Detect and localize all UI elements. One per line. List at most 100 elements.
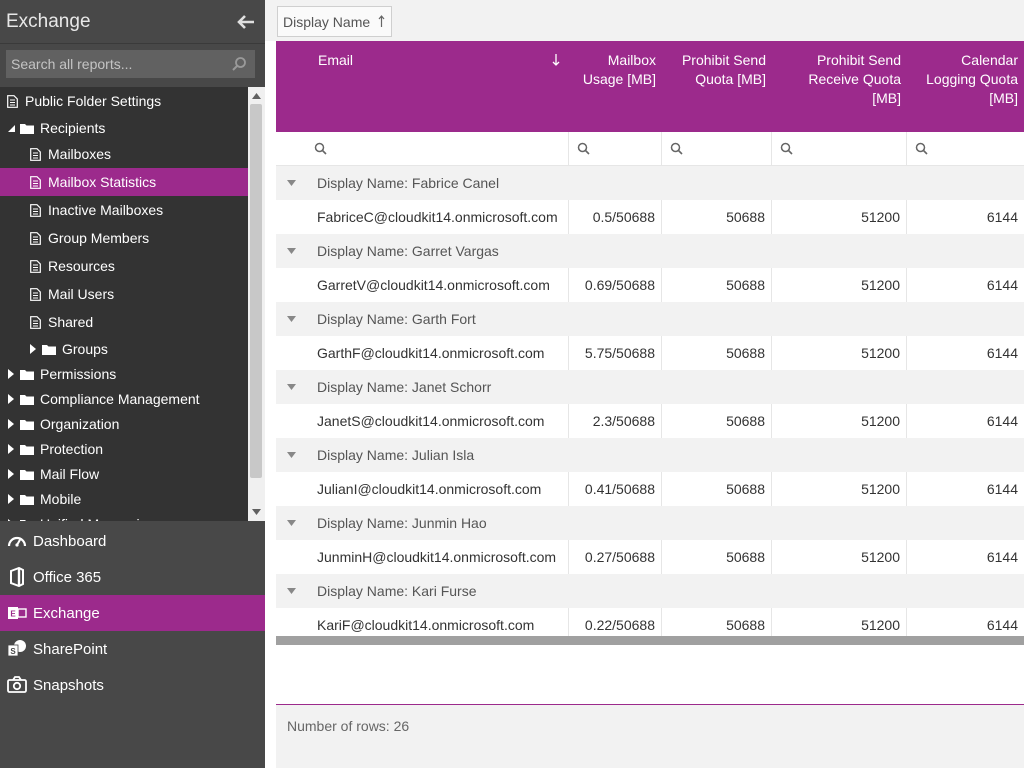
module-dashboard[interactable]: Dashboard xyxy=(0,523,265,559)
tree-item-mailbox-statistics[interactable]: Mailbox Statistics xyxy=(0,168,248,196)
cell-email: JulianI@cloudkit14.onmicrosoft.com xyxy=(276,472,569,506)
tree-item-shared[interactable]: Shared xyxy=(0,308,248,336)
cell-prohibit-send-quota: 50688 xyxy=(662,200,772,234)
scroll-down-icon[interactable] xyxy=(252,509,261,515)
group-row[interactable]: Display Name: Garret Vargas xyxy=(276,234,1024,268)
group-row[interactable]: Display Name: Kari Furse xyxy=(276,574,1024,608)
column-header-mailbox-usage[interactable]: Mailbox Usage [MB] xyxy=(571,51,656,89)
sort-descending-icon[interactable] xyxy=(552,53,560,67)
module-office-365[interactable]: Office 365 xyxy=(0,559,265,595)
group-row[interactable]: Display Name: Junmin Hao xyxy=(276,506,1024,540)
cell-email: KariF@cloudkit14.onmicrosoft.com xyxy=(276,608,569,636)
back-arrow-icon[interactable] xyxy=(235,11,257,33)
collapse-group-icon[interactable] xyxy=(287,316,296,322)
sharepoint-icon: S xyxy=(7,640,26,657)
tree-item-permissions[interactable]: Permissions xyxy=(0,360,248,388)
group-by-chip[interactable]: Display Name xyxy=(277,6,392,37)
group-row[interactable]: Display Name: Garth Fort xyxy=(276,302,1024,336)
collapse-group-icon[interactable] xyxy=(287,180,296,186)
grid-header: Email Mailbox Usage [MB] Prohibit Send Quo… xyxy=(276,41,1024,132)
filter-calendar-logging-quota[interactable] xyxy=(907,132,1024,166)
table-row[interactable]: GarretV@cloudkit14.onmicrosoft.com 0.69/5… xyxy=(276,268,1024,302)
horizontal-scrollbar[interactable] xyxy=(276,636,1024,645)
tree-scrollbar[interactable] xyxy=(248,87,265,521)
collapse-group-icon[interactable] xyxy=(287,248,296,254)
group-row[interactable]: Display Name: Julian Isla xyxy=(276,438,1024,472)
table-row[interactable]: JulianI@cloudkit14.onmicrosoft.com 0.41/5… xyxy=(276,472,1024,506)
collapsed-arrow-icon xyxy=(8,394,14,404)
collapse-group-icon[interactable] xyxy=(287,588,296,594)
tree-item-organization[interactable]: Organization xyxy=(0,410,248,438)
report-doc-icon xyxy=(7,94,18,108)
report-doc-icon xyxy=(30,287,41,301)
tree-item-inactive-mailboxes[interactable]: Inactive Mailboxes xyxy=(0,196,248,224)
tree-item-resources[interactable]: Resources xyxy=(0,252,248,280)
folder-icon xyxy=(20,369,34,380)
filter-search-icon xyxy=(314,142,327,155)
collapsed-arrow-icon xyxy=(8,519,11,521)
sort-ascending-icon[interactable] xyxy=(378,15,385,28)
column-header-line: Receive Quota xyxy=(808,71,901,87)
main-panel: Display Name Email Mailbox Usage [MB] Pro… xyxy=(265,0,1024,768)
camera-icon xyxy=(7,676,27,693)
tree-item-mail-users[interactable]: Mail Users xyxy=(0,280,248,308)
tree-item-label: Mail Flow xyxy=(40,466,100,482)
collapse-group-icon[interactable] xyxy=(287,520,296,526)
tree-item-compliance-management[interactable]: Compliance Management xyxy=(0,385,248,413)
filter-mailbox-usage[interactable] xyxy=(569,132,662,166)
group-label: Display Name: Garret Vargas xyxy=(317,243,499,259)
table-row[interactable]: FabriceC@cloudkit14.onmicrosoft.com 0.5/5… xyxy=(276,200,1024,234)
cell-mailbox-usage: 2.3/50688 xyxy=(569,404,662,438)
cell-calendar-logging-quota: 6144 xyxy=(986,549,1018,565)
column-header-email[interactable]: Email xyxy=(318,52,354,68)
module-snapshots[interactable]: Snapshots xyxy=(0,667,265,703)
column-header-prohibit-send-quota[interactable]: Prohibit Send Quota [MB] xyxy=(664,51,766,89)
tree-item-label: Group Members xyxy=(48,230,150,246)
tree-item-mail-flow[interactable]: Mail Flow xyxy=(0,460,248,488)
collapse-group-icon[interactable] xyxy=(287,384,296,390)
cell-email: FabriceC@cloudkit14.onmicrosoft.com xyxy=(276,200,569,234)
tree-item-recipients[interactable]: Recipients xyxy=(0,114,248,142)
grid-footer: Number of rows: 26 xyxy=(276,705,1024,768)
tree-item-group-members[interactable]: Group Members xyxy=(0,224,248,252)
group-row[interactable]: Display Name: Fabrice Canel xyxy=(276,166,1024,200)
table-row[interactable]: JunminH@cloudkit14.onmicrosoft.com 0.27/5… xyxy=(276,540,1024,574)
cell-mailbox-usage: 5.75/50688 xyxy=(569,336,662,370)
scroll-up-icon[interactable] xyxy=(252,93,261,99)
tree-item-label: Groups xyxy=(62,341,108,357)
tree-item-protection[interactable]: Protection xyxy=(0,435,248,463)
group-row[interactable]: Display Name: Janet Schorr xyxy=(276,370,1024,404)
group-panel: Display Name xyxy=(265,0,1024,41)
report-doc-icon xyxy=(30,147,41,161)
search-input[interactable] xyxy=(6,50,221,78)
table-row[interactable]: JanetS@cloudkit14.onmicrosoft.com 2.3/506… xyxy=(276,404,1024,438)
table-row[interactable]: KariF@cloudkit14.onmicrosoft.com 0.22/506… xyxy=(276,608,1024,636)
filter-prohibit-send-receive-quota[interactable] xyxy=(772,132,907,166)
cell-mailbox-usage: 0.27/50688 xyxy=(569,540,662,574)
tree-item-label: Unified Messaging xyxy=(40,516,155,521)
cell-email: GarthF@cloudkit14.onmicrosoft.com xyxy=(276,336,569,370)
filter-email[interactable] xyxy=(276,132,569,166)
collapse-group-icon[interactable] xyxy=(287,452,296,458)
cell-calendar-logging-quota: 6144 xyxy=(986,617,1018,633)
search-icon[interactable] xyxy=(231,56,247,72)
column-header-prohibit-send-receive-quota[interactable]: Prohibit Send Receive Quota [MB] xyxy=(774,51,901,108)
report-doc-icon xyxy=(30,203,41,217)
group-label: Display Name: Garth Fort xyxy=(317,311,476,327)
app-title: Exchange xyxy=(6,11,91,32)
filter-prohibit-send-quota[interactable] xyxy=(662,132,772,166)
filter-search-icon xyxy=(670,142,683,155)
tree-item-unified-messaging[interactable]: Unified Messaging xyxy=(0,510,248,521)
column-header-line: Prohibit Send xyxy=(816,52,901,68)
report-doc-icon xyxy=(30,231,41,245)
tree-item-groups[interactable]: Groups xyxy=(0,335,248,363)
column-header-calendar-logging-quota[interactable]: Calendar Logging Quota [MB] xyxy=(909,51,1018,108)
tree-item-public-folder-settings[interactable]: Public Folder Settings xyxy=(0,87,248,115)
module-label: Office 365 xyxy=(33,568,102,586)
module-sharepoint[interactable]: S SharePoint xyxy=(0,631,265,667)
tree-item-mobile[interactable]: Mobile xyxy=(0,485,248,513)
module-exchange[interactable]: E Exchange xyxy=(0,595,265,631)
tree-item-mailboxes[interactable]: Mailboxes xyxy=(0,140,248,168)
tree-scroll-thumb[interactable] xyxy=(250,104,262,478)
table-row[interactable]: GarthF@cloudkit14.onmicrosoft.com 5.75/50… xyxy=(276,336,1024,370)
